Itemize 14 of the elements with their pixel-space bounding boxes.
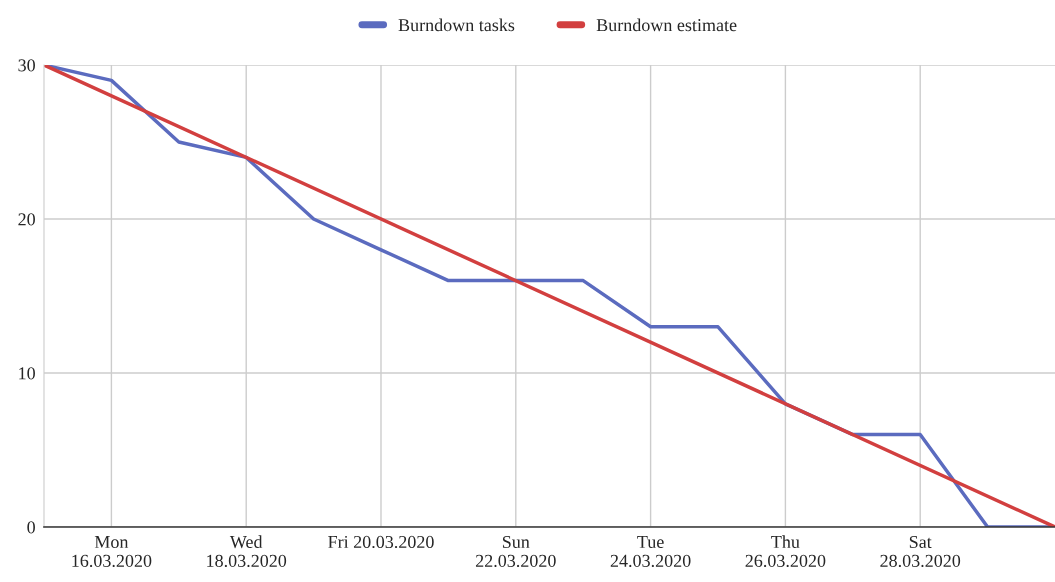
x-tick-label: Sat 28.03.2020: [880, 535, 961, 567]
line-series: [44, 65, 1055, 527]
x-tick-label: Thu 26.03.2020: [745, 535, 826, 567]
x-tick-label: Tue 24.03.2020: [610, 536, 691, 567]
y-tick-label: 0: [27, 521, 35, 534]
x-tick-label: Sun 22.03.2020: [475, 535, 556, 567]
y-tick-label: 20: [18, 213, 35, 226]
x-tick-label: Fri 20.03.2020: [328, 535, 434, 549]
legend-label: Burndown tasks: [398, 18, 515, 32]
legend-label: Burndown estimate: [596, 18, 737, 32]
y-tick-label: 30: [18, 59, 35, 72]
x-tick-label: Wed 18.03.2020: [207, 535, 287, 567]
y-tick-label: 10: [19, 367, 35, 380]
x-tick-label: Mon 16.03.2020: [72, 536, 152, 567]
